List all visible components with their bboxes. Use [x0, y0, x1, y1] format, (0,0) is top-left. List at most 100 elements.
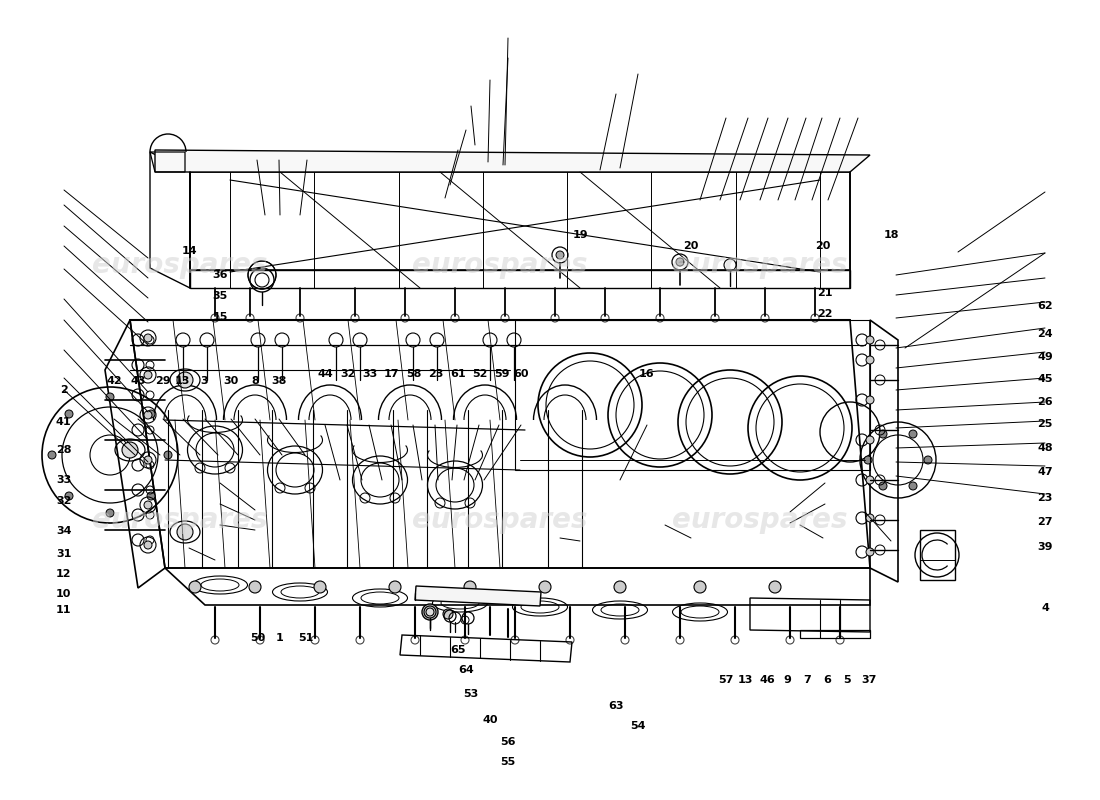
Circle shape: [539, 581, 551, 593]
Text: 28: 28: [56, 445, 72, 454]
Circle shape: [177, 524, 192, 540]
Text: 37: 37: [861, 675, 877, 685]
Text: 42: 42: [107, 376, 122, 386]
Circle shape: [106, 509, 114, 517]
Circle shape: [614, 581, 626, 593]
Text: 45: 45: [1037, 374, 1053, 384]
Text: 40: 40: [483, 715, 498, 725]
Text: 4: 4: [1041, 603, 1049, 613]
Circle shape: [879, 482, 887, 490]
Text: 8: 8: [251, 376, 260, 386]
Text: 63: 63: [608, 701, 624, 710]
Circle shape: [866, 356, 874, 364]
Circle shape: [389, 581, 402, 593]
Circle shape: [909, 482, 917, 490]
Circle shape: [769, 581, 781, 593]
Text: 51: 51: [298, 634, 314, 643]
Text: 23: 23: [428, 370, 443, 379]
Circle shape: [422, 604, 438, 620]
Circle shape: [879, 430, 887, 438]
Text: 22: 22: [817, 309, 833, 318]
Text: 23: 23: [1037, 493, 1053, 502]
Text: 16: 16: [639, 370, 654, 379]
Circle shape: [866, 336, 874, 344]
Circle shape: [694, 581, 706, 593]
Circle shape: [65, 410, 73, 418]
Text: 43: 43: [131, 376, 146, 386]
Circle shape: [144, 411, 152, 419]
Circle shape: [189, 581, 201, 593]
Text: 57: 57: [718, 675, 734, 685]
Text: 7: 7: [803, 675, 812, 685]
Text: 2: 2: [59, 386, 68, 395]
Text: 58: 58: [406, 370, 421, 379]
Text: eurospares: eurospares: [92, 251, 267, 279]
Text: 32: 32: [340, 370, 355, 379]
Text: 64: 64: [459, 666, 474, 675]
Circle shape: [164, 451, 172, 459]
Text: 14: 14: [182, 246, 197, 256]
Circle shape: [866, 476, 874, 484]
Text: 5: 5: [844, 675, 850, 685]
Circle shape: [144, 501, 152, 509]
Text: 26: 26: [1037, 397, 1053, 406]
Text: 56: 56: [500, 738, 516, 747]
Text: 31: 31: [56, 549, 72, 558]
Circle shape: [676, 258, 684, 266]
Text: 54: 54: [630, 722, 646, 731]
Circle shape: [464, 581, 476, 593]
Text: 13: 13: [738, 675, 754, 685]
Text: 33: 33: [56, 475, 72, 485]
Text: 10: 10: [56, 589, 72, 598]
Text: 62: 62: [1037, 301, 1053, 310]
Circle shape: [106, 393, 114, 401]
Text: 13: 13: [175, 376, 190, 386]
Text: 48: 48: [1037, 443, 1053, 453]
Text: 27: 27: [1037, 517, 1053, 526]
Text: 6: 6: [823, 675, 832, 685]
Text: 21: 21: [817, 288, 833, 298]
Text: 50: 50: [250, 634, 265, 643]
Text: 17: 17: [384, 370, 399, 379]
Circle shape: [144, 334, 152, 342]
Text: eurospares: eurospares: [412, 251, 587, 279]
Text: 20: 20: [815, 242, 830, 251]
Text: 38: 38: [272, 376, 287, 386]
Circle shape: [65, 492, 73, 500]
Text: 11: 11: [56, 605, 72, 614]
Circle shape: [147, 492, 155, 500]
Text: 12: 12: [56, 570, 72, 579]
Text: 35: 35: [212, 291, 228, 301]
Text: 34: 34: [56, 526, 72, 536]
Text: 25: 25: [1037, 419, 1053, 429]
Text: 32: 32: [56, 496, 72, 506]
Text: 41: 41: [56, 418, 72, 427]
Text: 46: 46: [760, 675, 775, 685]
Text: 20: 20: [683, 242, 698, 251]
Text: 49: 49: [1037, 352, 1053, 362]
Text: 39: 39: [1037, 542, 1053, 552]
Text: 65: 65: [450, 645, 465, 654]
Text: 9: 9: [783, 675, 792, 685]
Text: 24: 24: [1037, 330, 1053, 339]
Text: 47: 47: [1037, 467, 1053, 477]
Circle shape: [443, 609, 453, 619]
Polygon shape: [155, 150, 870, 172]
Text: 30: 30: [223, 376, 239, 386]
Text: 15: 15: [212, 312, 228, 322]
Text: 53: 53: [463, 690, 478, 699]
Circle shape: [122, 442, 138, 458]
Text: 33: 33: [362, 370, 377, 379]
Circle shape: [866, 514, 874, 522]
Text: 55: 55: [500, 758, 516, 767]
Circle shape: [144, 371, 152, 379]
Text: eurospares: eurospares: [412, 506, 587, 534]
Text: eurospares: eurospares: [672, 251, 848, 279]
Text: 61: 61: [450, 370, 465, 379]
Text: 44: 44: [318, 370, 333, 379]
Text: eurospares: eurospares: [672, 506, 848, 534]
Circle shape: [314, 581, 326, 593]
Text: 1: 1: [275, 634, 284, 643]
Circle shape: [249, 581, 261, 593]
Text: 18: 18: [883, 230, 899, 240]
